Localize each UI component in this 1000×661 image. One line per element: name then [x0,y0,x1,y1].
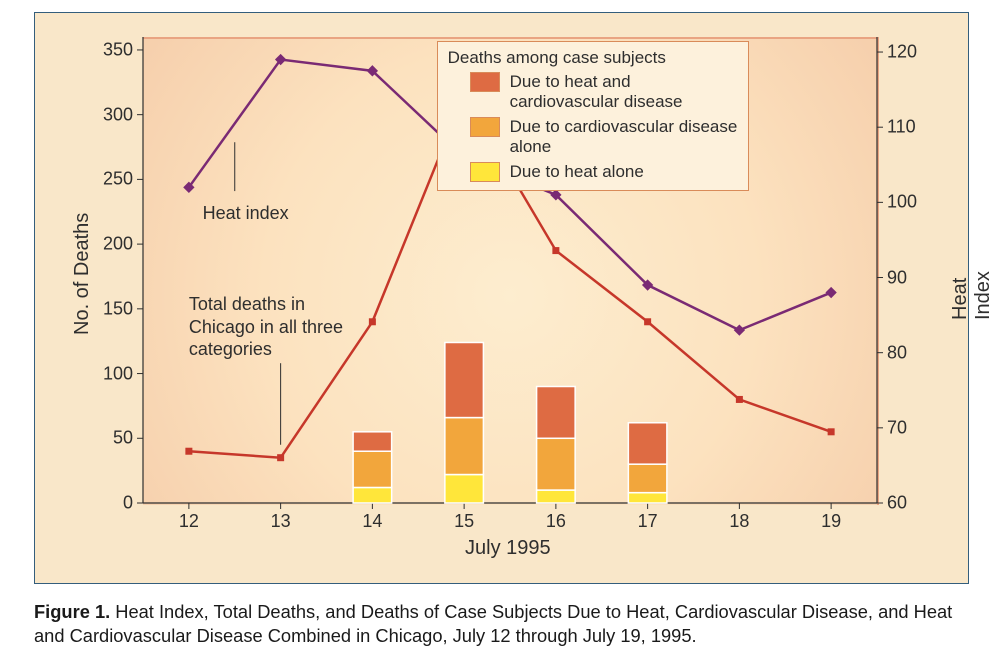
legend-item: Due to cardiovascular disease alone [438,115,748,160]
tick-label: 16 [546,511,566,532]
bar-segment [537,387,576,439]
bar-segment [353,432,392,451]
legend-item: Due to heat and cardiovascular disease [438,70,748,115]
bar-segment [445,475,484,503]
tick-label: 18 [729,511,749,532]
marker [277,454,284,461]
tick-label: 14 [362,511,382,532]
y-axis-left-title: No. of Deaths [71,213,94,335]
tick-label: 60 [887,493,907,514]
legend-swatch [470,162,500,182]
tick-label: 13 [271,511,291,532]
legend-title: Deaths among case subjects [438,42,748,70]
tick-label: 110 [887,117,916,138]
bar-segment [628,464,667,492]
bar-segment [445,342,484,417]
legend-swatch [470,72,500,92]
tick-label: 100 [887,192,917,213]
marker [644,318,651,325]
tick-label: 200 [103,234,133,255]
legend-item: Due to heat alone [438,160,748,184]
caption-prefix: Figure 1. [34,601,110,622]
y-axis-right-title: Heat Index [949,271,995,320]
tick-label: 70 [887,417,907,438]
tick-label: 90 [887,267,907,288]
marker [736,396,743,403]
marker [828,428,835,435]
bar-segment [628,493,667,503]
marker [369,318,376,325]
tick-label: 0 [123,493,133,514]
bar-segment [628,423,667,464]
tick-label: 50 [113,428,133,449]
bar-segment [353,451,392,487]
tick-label: 19 [821,511,841,532]
x-axis-title: July 1995 [465,537,551,560]
tick-label: 15 [454,511,474,532]
tick-label: 150 [103,298,133,319]
chart-panel: No. of Deaths Heat Index July 1995 Heat … [34,12,969,584]
bar-segment [353,487,392,503]
figure-caption: Figure 1. Heat Index, Total Deaths, and … [34,600,967,648]
caption-text: Heat Index, Total Deaths, and Deaths of … [34,601,952,646]
marker [552,247,559,254]
legend-label: Due to heat alone [510,162,644,182]
legend-swatch [470,117,500,137]
bar-segment [445,418,484,475]
bar-segment [537,438,576,490]
bar-segment [537,490,576,503]
tick-label: 17 [638,511,658,532]
tick-label: 100 [103,363,133,384]
tick-label: 12 [179,511,199,532]
annotation-heat-index: Heat index [203,202,289,225]
marker [185,448,192,455]
legend-label: Due to heat and cardiovascular disease [510,72,738,113]
legend-label: Due to cardiovascular disease alone [510,117,738,158]
tick-label: 300 [103,104,133,125]
legend: Deaths among case subjects Due to heat a… [437,41,749,191]
tick-label: 80 [887,342,907,363]
tick-label: 250 [103,169,133,190]
marker [825,287,836,298]
tick-label: 350 [103,39,133,60]
annotation-total-deaths: Total deaths in Chicago in all three cat… [189,293,369,361]
tick-label: 120 [887,42,917,63]
marker [734,324,745,335]
